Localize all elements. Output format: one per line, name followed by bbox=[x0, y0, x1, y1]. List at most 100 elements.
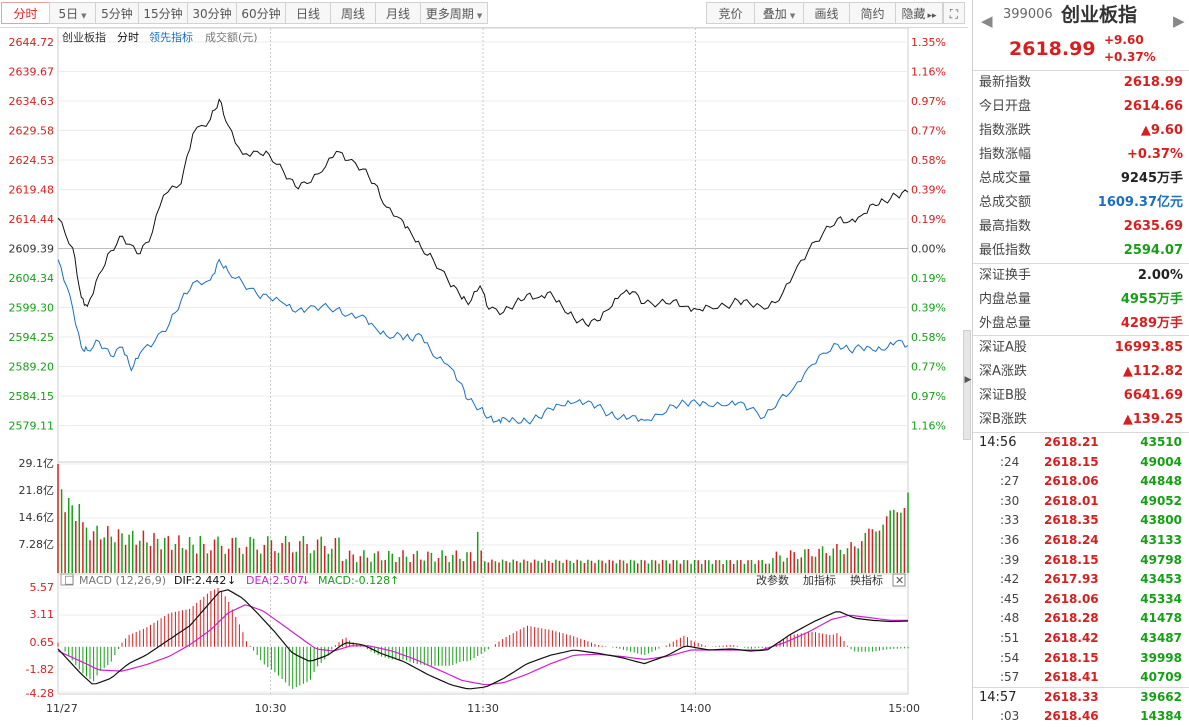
pct-tick-label: 0.77% bbox=[911, 125, 946, 138]
tick-row: :42 2617.93 43453 bbox=[973, 570, 1189, 590]
period-button-0[interactable]: 分时 bbox=[1, 2, 50, 24]
period-button-2[interactable]: 5分钟 bbox=[95, 2, 139, 24]
price-tick-label: 2589.20 bbox=[9, 361, 55, 374]
tick-price: 2618.06 bbox=[1044, 591, 1099, 606]
panel-collapse-handle[interactable]: ▶ bbox=[963, 330, 971, 440]
dropdown-arrow-icon: ▼ bbox=[789, 12, 796, 20]
index-name: 创业板指 bbox=[1061, 4, 1138, 26]
price-tick-label: 2634.63 bbox=[9, 95, 55, 108]
tick-volume: 45334 bbox=[1140, 591, 1182, 606]
price-tick-label: 2614.44 bbox=[9, 213, 55, 226]
stat-row: 最新指数 2618.99 bbox=[979, 71, 1183, 95]
fullscreen-icon[interactable]: ⛶ bbox=[943, 2, 965, 24]
close-indicator-icon[interactable] bbox=[892, 573, 906, 587]
switch-indicator-button[interactable]: 换指标 bbox=[850, 573, 883, 587]
tool-button-label: 画线 bbox=[814, 7, 839, 21]
stat-value: 2.00% bbox=[1137, 268, 1183, 283]
tick-price: 2618.15 bbox=[1044, 454, 1099, 469]
period-button-6[interactable]: 日线 bbox=[285, 2, 331, 24]
pct-tick-label: 0.19% bbox=[911, 213, 946, 226]
stat-label: 深证换手 bbox=[979, 268, 1032, 283]
period-button-3[interactable]: 15分钟 bbox=[138, 2, 188, 24]
prev-stock-icon[interactable]: ◀ bbox=[981, 12, 993, 30]
tool-button-4[interactable]: 隐藏 ▸▸ bbox=[895, 2, 943, 24]
period-button-7[interactable]: 周线 bbox=[330, 2, 376, 24]
tick-volume: 14384 bbox=[1140, 709, 1182, 724]
pct-tick-label: 0.58% bbox=[911, 331, 946, 344]
stat-row: 深证A股 16993.85 bbox=[979, 336, 1183, 360]
price-tick-label: 2604.34 bbox=[9, 272, 55, 285]
tool-button-2[interactable]: 画线 bbox=[803, 2, 850, 24]
tick-volume: 43510 bbox=[1140, 435, 1182, 449]
divider bbox=[973, 432, 1189, 433]
stat-row: 指数涨跌 ▲9.60 bbox=[979, 119, 1183, 143]
tick-row: :54 2618.15 39998 bbox=[973, 649, 1189, 669]
tick-row: :36 2618.24 43133 bbox=[973, 531, 1189, 551]
price-tick-label: 2629.58 bbox=[9, 125, 55, 138]
series-line-1 bbox=[57, 258, 909, 425]
stat-row: 今日开盘 2614.66 bbox=[979, 95, 1183, 119]
period-button-9[interactable]: 更多周期 ▼ bbox=[420, 2, 488, 24]
tick-row: 14:57 2618.33 39662 bbox=[973, 686, 1189, 708]
tool-button-label: 叠加 bbox=[762, 7, 787, 21]
time-tick-label: 14:00 bbox=[680, 702, 712, 715]
tick-volume: 44848 bbox=[1140, 474, 1182, 489]
tool-button-label: 简约 bbox=[860, 7, 885, 21]
tick-time: :51 bbox=[1000, 631, 1020, 645]
price-change: +9.60 bbox=[1104, 33, 1144, 47]
period-button-label: 日线 bbox=[295, 7, 320, 21]
macd-dif: DIF:2.442 bbox=[174, 574, 226, 587]
tick-volume: 43800 bbox=[1140, 513, 1182, 528]
stat-label: 最低指数 bbox=[979, 243, 1032, 258]
change-params-button[interactable]: 改参数 bbox=[756, 573, 789, 587]
price-series bbox=[57, 98, 909, 425]
tool-button-1[interactable]: 叠加 ▼ bbox=[754, 2, 804, 24]
pct-tick-label: 1.35% bbox=[911, 36, 946, 49]
tick-volume: 40709 bbox=[1140, 670, 1182, 685]
legend-lead-indicator: 领先指标 bbox=[149, 30, 193, 44]
stat-label: 深证A股 bbox=[979, 340, 1027, 355]
stat-value: 2614.66 bbox=[1123, 99, 1183, 114]
pct-tick-label: 1.16% bbox=[911, 420, 946, 433]
stat-label: 外盘总量 bbox=[979, 316, 1032, 331]
tool-button-3[interactable]: 简约 bbox=[849, 2, 896, 24]
tick-row: 14:56 2618.21 43510 bbox=[973, 433, 1189, 453]
stat-row: 内盘总量 4955万手 bbox=[979, 288, 1183, 312]
next-stock-icon[interactable]: ▶ bbox=[1173, 12, 1185, 30]
tool-button-0[interactable]: 竞价 bbox=[706, 2, 755, 24]
legend-mode: 分时 bbox=[117, 31, 139, 44]
legend-turnover: 成交额(元) bbox=[205, 30, 258, 44]
period-button-1[interactable]: 5日 ▼ bbox=[49, 2, 96, 24]
period-button-label: 30分钟 bbox=[192, 7, 232, 21]
dea-line bbox=[57, 604, 908, 686]
stat-row: 最高指数 2635.69 bbox=[979, 215, 1183, 239]
intraday-chart: 2644.72 2639.67 2634.63 2629.58 2624.53 2619.… bbox=[9, 28, 946, 715]
stat-row: 总成交额 1609.37亿元 bbox=[979, 191, 1183, 215]
stat-label: 深A涨跌 bbox=[979, 364, 1027, 379]
tick-volume: 43453 bbox=[1140, 572, 1182, 587]
period-button-4[interactable]: 30分钟 bbox=[187, 2, 237, 24]
tick-price: 2618.41 bbox=[1044, 670, 1099, 685]
period-button-8[interactable]: 月线 bbox=[375, 2, 421, 24]
macd-collapse-glyph: □ bbox=[64, 573, 74, 586]
tick-time: :54 bbox=[1000, 650, 1020, 665]
close-indicator-glyph: ✕ bbox=[895, 574, 904, 587]
time-tick-label: 11/27 bbox=[46, 702, 78, 715]
time-tick-label: 15:00 bbox=[888, 702, 920, 715]
macd-collapse-icon[interactable] bbox=[60, 573, 74, 586]
tool-button-label: 竞价 bbox=[718, 7, 743, 21]
stat-row: 深B涨跌 ▲139.25 bbox=[979, 408, 1183, 432]
volume-tick-label: 29.1亿 bbox=[19, 457, 55, 470]
quote-header: ◀ 399006 创业板指 ▶ bbox=[973, 0, 1189, 30]
double-arrow-right-icon: ▸▸ bbox=[927, 11, 937, 21]
volume-tick-label: 21.8亿 bbox=[19, 484, 55, 497]
series-line-0 bbox=[57, 98, 909, 328]
tick-row: :51 2618.42 43487 bbox=[973, 629, 1189, 649]
period-button-label: 更多周期 bbox=[425, 7, 474, 21]
tick-price: 2618.21 bbox=[1044, 435, 1099, 449]
tick-time: :33 bbox=[1000, 513, 1020, 528]
stat-row: 深证B股 6641.69 bbox=[979, 384, 1183, 408]
tick-time: :27 bbox=[1000, 474, 1020, 489]
add-indicator-button[interactable]: 加指标 bbox=[803, 573, 836, 587]
period-button-5[interactable]: 60分钟 bbox=[236, 2, 286, 24]
